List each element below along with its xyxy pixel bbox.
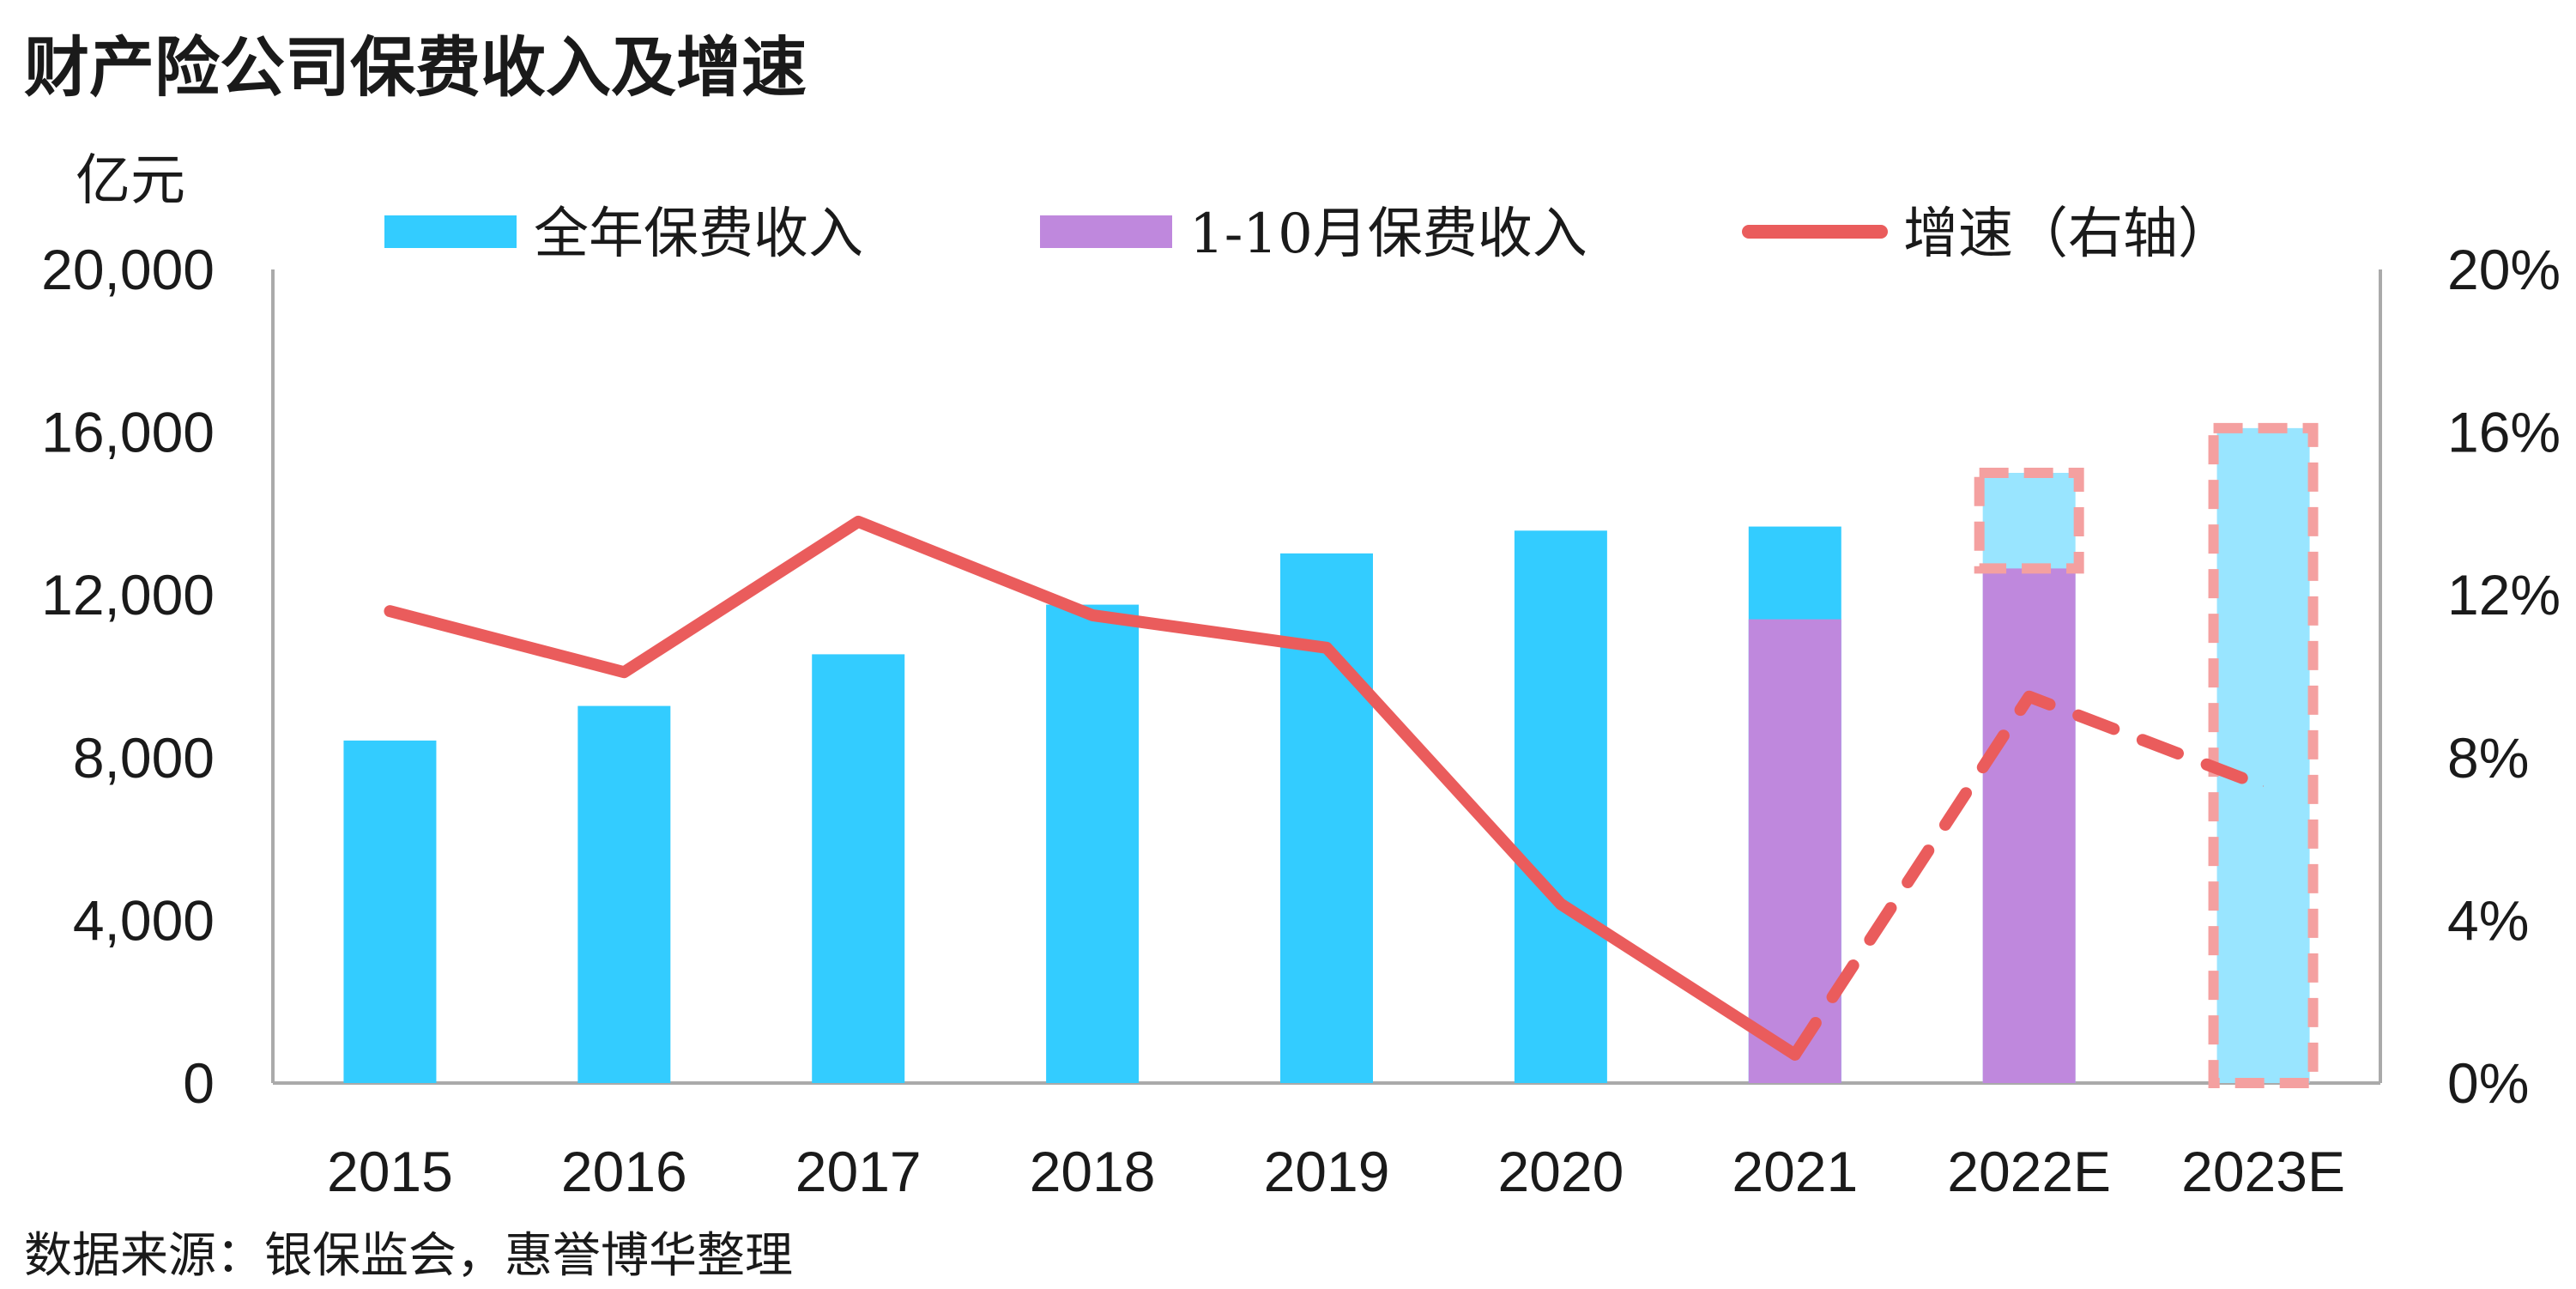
bar-full-year (2216, 427, 2310, 1083)
growth-point (623, 671, 625, 673)
legend: 全年保费收入 1-10月保费收入 增速（右轴） (384, 203, 2233, 266)
bar-full-year (1280, 553, 1373, 1083)
bar-ten-month (1748, 619, 1841, 1083)
y2-tick-label: 20% (2447, 238, 2561, 301)
y-tick-label: 20,000 (41, 238, 215, 301)
x-tick-label: 2020 (1497, 1140, 1624, 1203)
y-tick-label: 12,000 (41, 563, 215, 626)
y2-tick-label: 4% (2447, 888, 2529, 952)
legend-label-full-year: 全年保费收入 (534, 203, 863, 266)
growth-point (857, 521, 859, 523)
x-tick-label: 2021 (1732, 1140, 1858, 1203)
tick-labels: 0 4,000 8,000 12,000 16,000 20,000 0% 4% 8% 12% 16… (41, 238, 2561, 1203)
bar-full-year (577, 705, 671, 1083)
y2-tick-label: 12% (2447, 563, 2561, 626)
legend-label-ten-month: 1-10月保费收入 (1189, 203, 1587, 266)
estimate-outline (2208, 422, 2319, 1088)
bar-full-year (1046, 604, 1140, 1083)
bars (343, 422, 2319, 1088)
x-tick-label: 2017 (795, 1140, 922, 1203)
y-tick-label: 4,000 (73, 888, 215, 952)
x-tick-label: 2022E (1947, 1140, 2111, 1203)
y2-tick-label: 8% (2447, 726, 2529, 790)
bar-full-year (1514, 530, 1607, 1083)
x-tick-label: 2016 (561, 1140, 687, 1203)
bar-ten-month (1982, 568, 2076, 1083)
legend-swatch-ten-month (1040, 215, 1172, 248)
source-note: 数据来源：银保监会，惠誉博华整理 (24, 1228, 793, 1284)
growth-point (1794, 1054, 1796, 1056)
estimate-outline (1974, 468, 2084, 574)
x-tick-label: 2019 (1264, 1140, 1390, 1203)
bar-full-year (812, 654, 905, 1083)
y2-tick-label: 0% (2447, 1051, 2529, 1115)
chart-title: 财产险公司保费收入及增速 (24, 29, 807, 106)
growth-point (2263, 785, 2265, 787)
legend-swatch-full-year (384, 215, 517, 248)
x-tick-label: 2015 (327, 1140, 453, 1203)
x-tick-label: 2018 (1030, 1140, 1156, 1203)
bar-full-year (343, 740, 437, 1083)
growth-line (384, 515, 2270, 1061)
y-tick-label: 16,000 (41, 401, 215, 464)
growth-point (1560, 903, 1562, 905)
legend-label-growth: 增速（右轴） (1903, 203, 2233, 266)
y-axis-unit-label: 亿元 (76, 149, 185, 213)
growth-point (1091, 614, 1093, 616)
y-tick-label: 8,000 (73, 726, 215, 790)
x-tick-label: 2023E (2181, 1140, 2345, 1203)
y-tick-label: 0 (183, 1051, 215, 1115)
y2-tick-label: 16% (2447, 401, 2561, 464)
